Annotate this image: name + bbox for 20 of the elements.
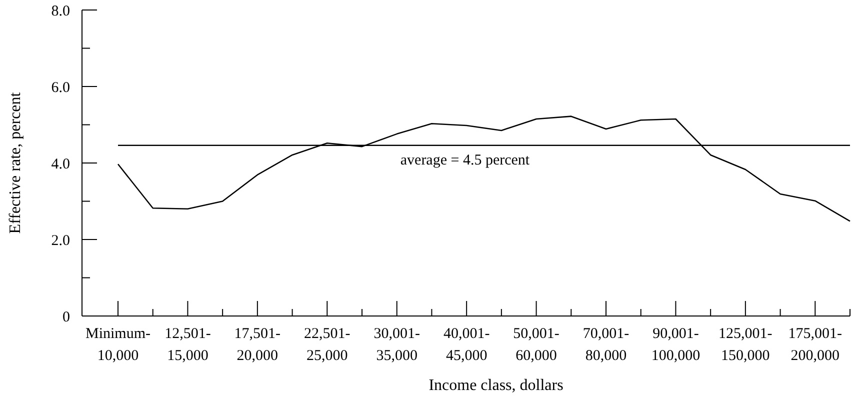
x-tick-label: 125,001- 150,000 xyxy=(718,326,772,364)
x-tick-label: 12,501- 15,000 xyxy=(164,326,211,364)
x-tick-label: 40,001- 45,000 xyxy=(443,326,490,364)
ref-line-label: average = 4.5 percent xyxy=(400,152,530,168)
y-tick-label: 4.0 xyxy=(51,156,70,172)
x-tick-label: 17,501- 20,000 xyxy=(234,326,281,364)
x-tick-label: 22,501- 25,000 xyxy=(304,326,350,364)
x-axis-title: Income class, dollars xyxy=(428,377,564,394)
x-tick-label: 70,001- 80,000 xyxy=(582,326,630,364)
x-tick-label: 90,001- 100,000 xyxy=(651,326,700,364)
x-tick-label: Minimum- 10,000 xyxy=(85,326,151,364)
y-tick-label: 0 xyxy=(62,309,70,326)
x-tick-label: 50,001- 60,000 xyxy=(513,326,560,364)
x-tick-label: 175,001- 200,000 xyxy=(788,326,842,364)
y-tick-label: 8.0 xyxy=(51,3,70,20)
line-series xyxy=(117,116,851,222)
y-axis-title: Effective rate, percent xyxy=(7,92,24,234)
y-tick-label: 2.0 xyxy=(51,232,70,249)
x-tick-label: 30,001- 35,000 xyxy=(374,326,420,364)
y-tick-label: 6.0 xyxy=(51,80,70,96)
